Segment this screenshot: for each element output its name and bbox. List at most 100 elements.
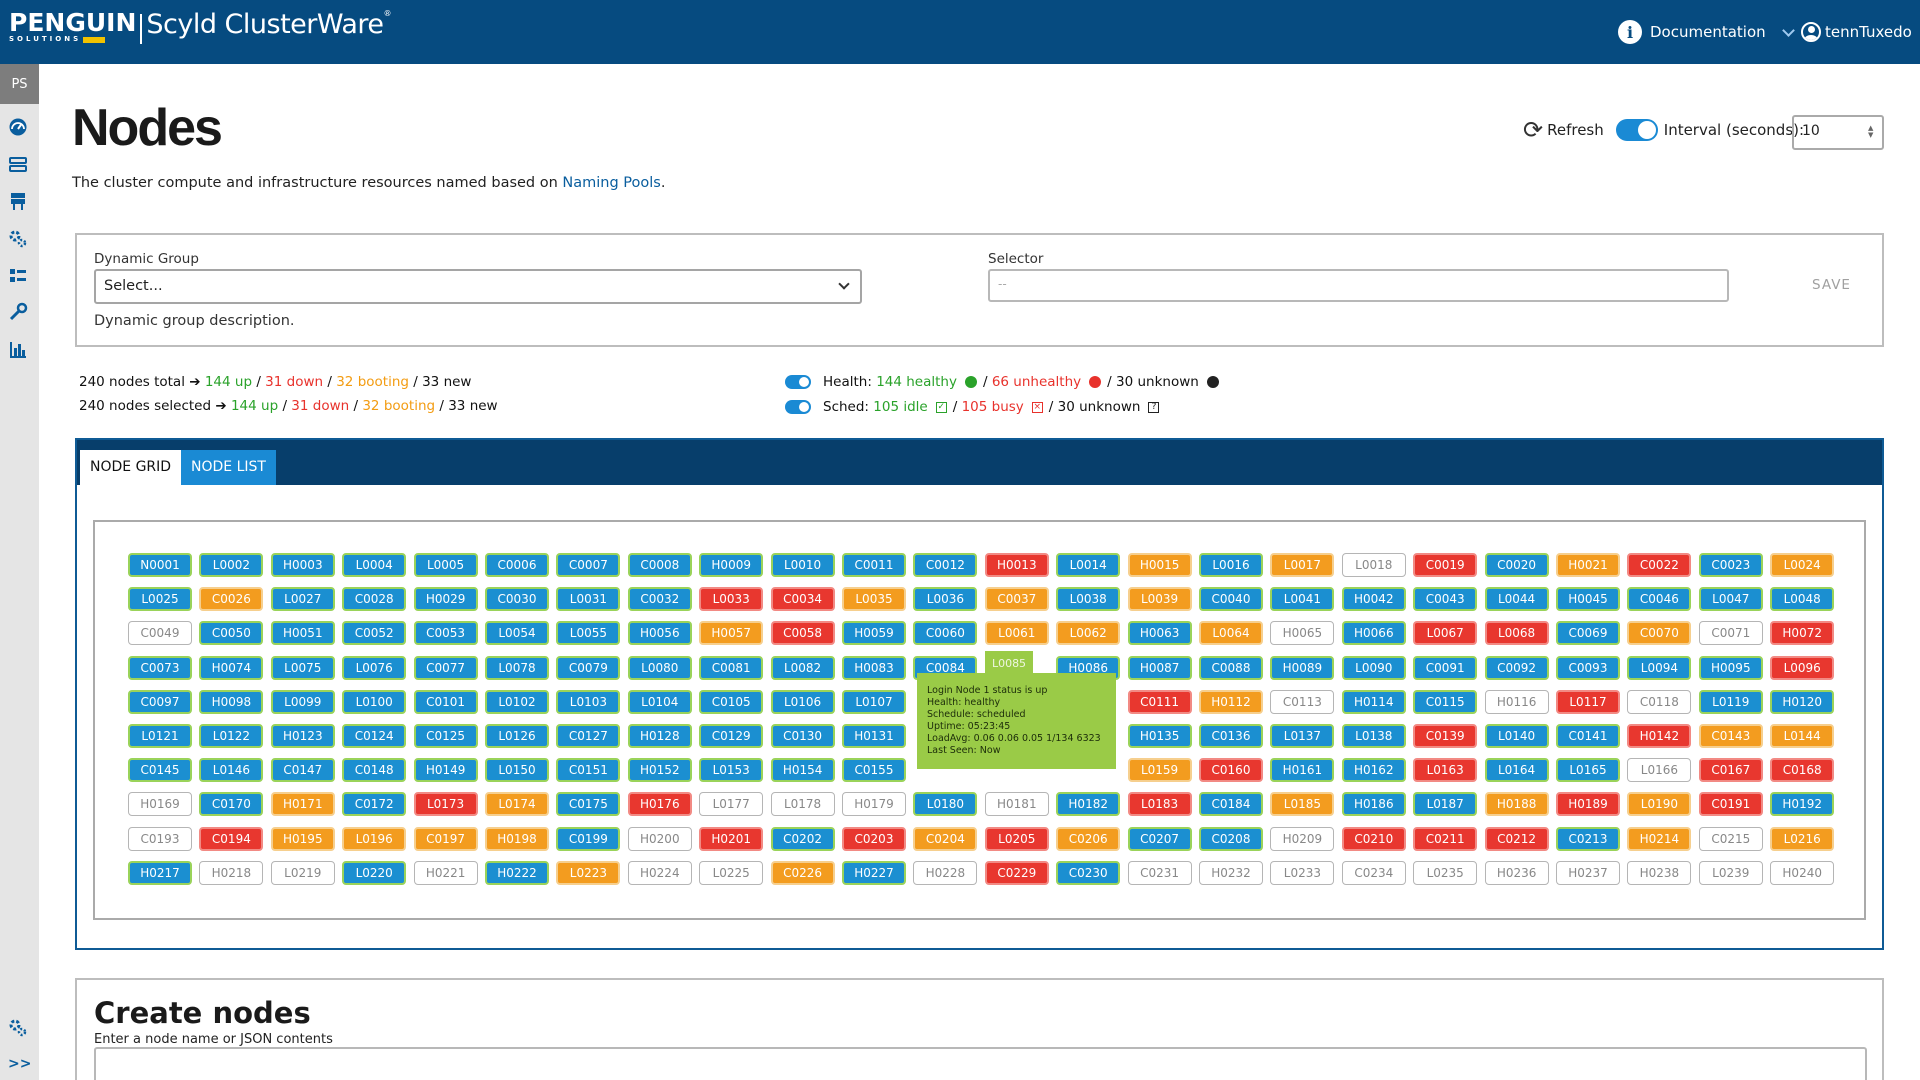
node-c0022[interactable]: C0022 — [1627, 553, 1692, 577]
node-l0220[interactable]: L0220 — [342, 860, 407, 885]
node-c0155[interactable]: C0155 — [842, 758, 906, 783]
node-l0205[interactable]: L0205 — [984, 826, 1049, 851]
groups-icon[interactable] — [8, 266, 28, 286]
node-l0061[interactable]: L0061 — [984, 621, 1049, 646]
node-c0019[interactable]: C0019 — [1413, 553, 1478, 577]
chart-icon[interactable] — [8, 340, 28, 360]
node-c0118[interactable]: C0118 — [1627, 689, 1692, 714]
node-l0054[interactable]: L0054 — [485, 621, 549, 646]
node-c0226[interactable]: C0226 — [770, 860, 835, 885]
settings-icon[interactable] — [8, 229, 28, 249]
node-c0012[interactable]: C0012 — [913, 553, 978, 577]
node-l0146[interactable]: L0146 — [199, 758, 264, 783]
tab-node-list[interactable]: NODE LIST — [181, 450, 276, 485]
node-c0203[interactable]: C0203 — [842, 826, 906, 851]
node-c0191[interactable]: C0191 — [1698, 792, 1763, 817]
node-c0088[interactable]: C0088 — [1199, 655, 1263, 680]
node-c0168[interactable]: C0168 — [1770, 758, 1835, 783]
node-h0009[interactable]: H0009 — [699, 553, 764, 577]
interval-stepper[interactable]: ▲ ▼ — [1868, 124, 1874, 139]
node-c0006[interactable]: C0006 — [485, 553, 549, 577]
node-c0148[interactable]: C0148 — [342, 758, 407, 783]
node-l0096[interactable]: L0096 — [1770, 655, 1835, 680]
node-h0059[interactable]: H0059 — [842, 621, 906, 646]
node-c0127[interactable]: C0127 — [556, 724, 621, 748]
node-h0176[interactable]: H0176 — [627, 792, 692, 817]
node-c0167[interactable]: C0167 — [1698, 758, 1763, 783]
node-c0204[interactable]: C0204 — [913, 826, 978, 851]
node-l0196[interactable]: L0196 — [342, 826, 407, 851]
logo[interactable]: PENGUIN SOLUTIONS Scyld ClusterWare® — [9, 9, 392, 54]
node-l0180[interactable]: L0180 — [913, 792, 978, 817]
node-l0018[interactable]: L0018 — [1341, 553, 1406, 577]
node-l0117[interactable]: L0117 — [1556, 689, 1620, 714]
node-l0165[interactable]: L0165 — [1556, 758, 1620, 783]
node-c0147[interactable]: C0147 — [270, 758, 335, 783]
node-h0149[interactable]: H0149 — [413, 758, 478, 783]
node-h0128[interactable]: H0128 — [627, 724, 692, 748]
node-h0224[interactable]: H0224 — [627, 860, 692, 885]
node-h0171[interactable]: H0171 — [270, 792, 335, 817]
node-l0016[interactable]: L0016 — [1199, 553, 1263, 577]
node-c0213[interactable]: C0213 — [1556, 826, 1620, 851]
node-h0029[interactable]: H0029 — [413, 587, 478, 612]
node-l0080[interactable]: L0080 — [627, 655, 692, 680]
tools-icon[interactable] — [8, 302, 28, 322]
node-h0051[interactable]: H0051 — [270, 621, 335, 646]
node-l0004[interactable]: L0004 — [342, 553, 407, 577]
node-c0060[interactable]: C0060 — [913, 621, 978, 646]
node-c0193[interactable]: C0193 — [128, 826, 192, 851]
node-h0095[interactable]: H0095 — [1698, 655, 1763, 680]
selector-input[interactable]: -- — [988, 269, 1729, 302]
node-l0185[interactable]: L0185 — [1270, 792, 1335, 817]
node-h0179[interactable]: H0179 — [842, 792, 906, 817]
node-l0178[interactable]: L0178 — [770, 792, 835, 817]
node-h0154[interactable]: H0154 — [770, 758, 835, 783]
node-h0116[interactable]: H0116 — [1484, 689, 1549, 714]
node-l0039[interactable]: L0039 — [1127, 587, 1192, 612]
node-c0071[interactable]: C0071 — [1698, 621, 1763, 646]
sidebar-badge[interactable]: PS — [0, 64, 39, 104]
node-c0037[interactable]: C0037 — [984, 587, 1049, 612]
node-l0044[interactable]: L0044 — [1484, 587, 1549, 612]
node-l0239[interactable]: L0239 — [1698, 860, 1763, 885]
node-c0207[interactable]: C0207 — [1127, 826, 1192, 851]
node-h0162[interactable]: H0162 — [1341, 758, 1406, 783]
node-h0152[interactable]: H0152 — [627, 758, 692, 783]
node-l0122[interactable]: L0122 — [199, 724, 264, 748]
node-h0209[interactable]: H0209 — [1270, 826, 1335, 851]
node-h0237[interactable]: H0237 — [1556, 860, 1620, 885]
node-l0223[interactable]: L0223 — [556, 860, 621, 885]
node-l0090[interactable]: L0090 — [1341, 655, 1406, 680]
node-l0033[interactable]: L0033 — [699, 587, 764, 612]
node-l0174[interactable]: L0174 — [485, 792, 549, 817]
node-h0240[interactable]: H0240 — [1770, 860, 1835, 885]
node-c0091[interactable]: C0091 — [1413, 655, 1478, 680]
node-h0066[interactable]: H0066 — [1341, 621, 1406, 646]
documentation-link[interactable]: i Documentation — [1618, 20, 1766, 44]
node-h0227[interactable]: H0227 — [842, 860, 906, 885]
node-h0169[interactable]: H0169 — [128, 792, 192, 817]
sched-toggle[interactable] — [785, 400, 811, 414]
node-l0104[interactable]: L0104 — [627, 689, 692, 714]
node-h0218[interactable]: H0218 — [199, 860, 264, 885]
node-c0046[interactable]: C0046 — [1627, 587, 1692, 612]
tab-node-grid[interactable]: NODE GRID — [80, 450, 182, 485]
auto-refresh-toggle[interactable] — [1615, 119, 1658, 141]
node-l0177[interactable]: L0177 — [699, 792, 764, 817]
node-l0078[interactable]: L0078 — [485, 655, 549, 680]
node-l0002[interactable]: L0002 — [199, 553, 264, 577]
node-h0089[interactable]: H0089 — [1270, 655, 1335, 680]
node-c0079[interactable]: C0079 — [556, 655, 621, 680]
node-c0215[interactable]: C0215 — [1698, 826, 1763, 851]
database-icon[interactable] — [8, 192, 28, 212]
node-c0050[interactable]: C0050 — [199, 621, 264, 646]
node-c0175[interactable]: C0175 — [556, 792, 621, 817]
node-l0025[interactable]: L0025 — [128, 587, 192, 612]
node-c0113[interactable]: C0113 — [1270, 689, 1335, 714]
node-l0099[interactable]: L0099 — [270, 689, 335, 714]
node-h0186[interactable]: H0186 — [1341, 792, 1406, 817]
node-c0136[interactable]: C0136 — [1199, 724, 1263, 748]
node-l0076[interactable]: L0076 — [342, 655, 407, 680]
node-l0014[interactable]: L0014 — [1056, 553, 1121, 577]
